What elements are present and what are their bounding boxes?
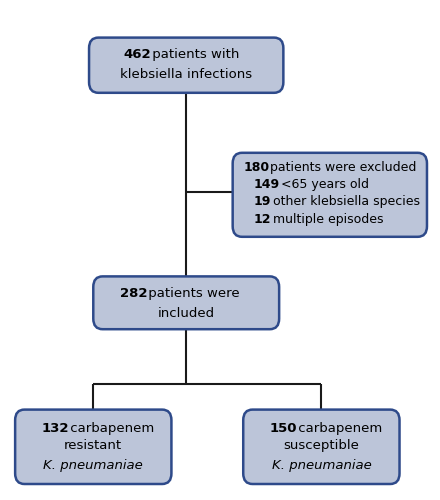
Text: 19: 19 xyxy=(254,196,271,208)
Text: 282: 282 xyxy=(120,286,147,300)
Text: susceptible: susceptible xyxy=(283,439,359,452)
Text: carbapenem: carbapenem xyxy=(294,422,382,435)
Text: 180: 180 xyxy=(243,160,269,173)
FancyBboxPatch shape xyxy=(93,276,279,329)
FancyBboxPatch shape xyxy=(89,38,283,93)
Text: patients were: patients were xyxy=(144,286,240,300)
Text: K. pneumaniae: K. pneumaniae xyxy=(271,460,371,472)
Text: patients were excluded: patients were excluded xyxy=(267,160,417,173)
Text: klebsiella infections: klebsiella infections xyxy=(120,68,252,82)
Text: included: included xyxy=(158,307,215,320)
Text: 132: 132 xyxy=(41,422,69,435)
Text: patients with: patients with xyxy=(148,48,239,61)
Text: carbapenem: carbapenem xyxy=(66,422,154,435)
Text: multiple episodes: multiple episodes xyxy=(269,212,384,226)
FancyBboxPatch shape xyxy=(233,153,427,237)
Text: 12: 12 xyxy=(254,212,271,226)
Text: 462: 462 xyxy=(123,48,151,61)
Text: resistant: resistant xyxy=(64,439,122,452)
FancyBboxPatch shape xyxy=(15,410,172,484)
Text: 149: 149 xyxy=(254,178,280,191)
Text: 150: 150 xyxy=(269,422,297,435)
Text: K. pneumaniae: K. pneumaniae xyxy=(44,460,143,472)
FancyBboxPatch shape xyxy=(243,410,400,484)
Text: other klebsiella species: other klebsiella species xyxy=(269,196,420,208)
Text: <65 years old: <65 years old xyxy=(277,178,369,191)
